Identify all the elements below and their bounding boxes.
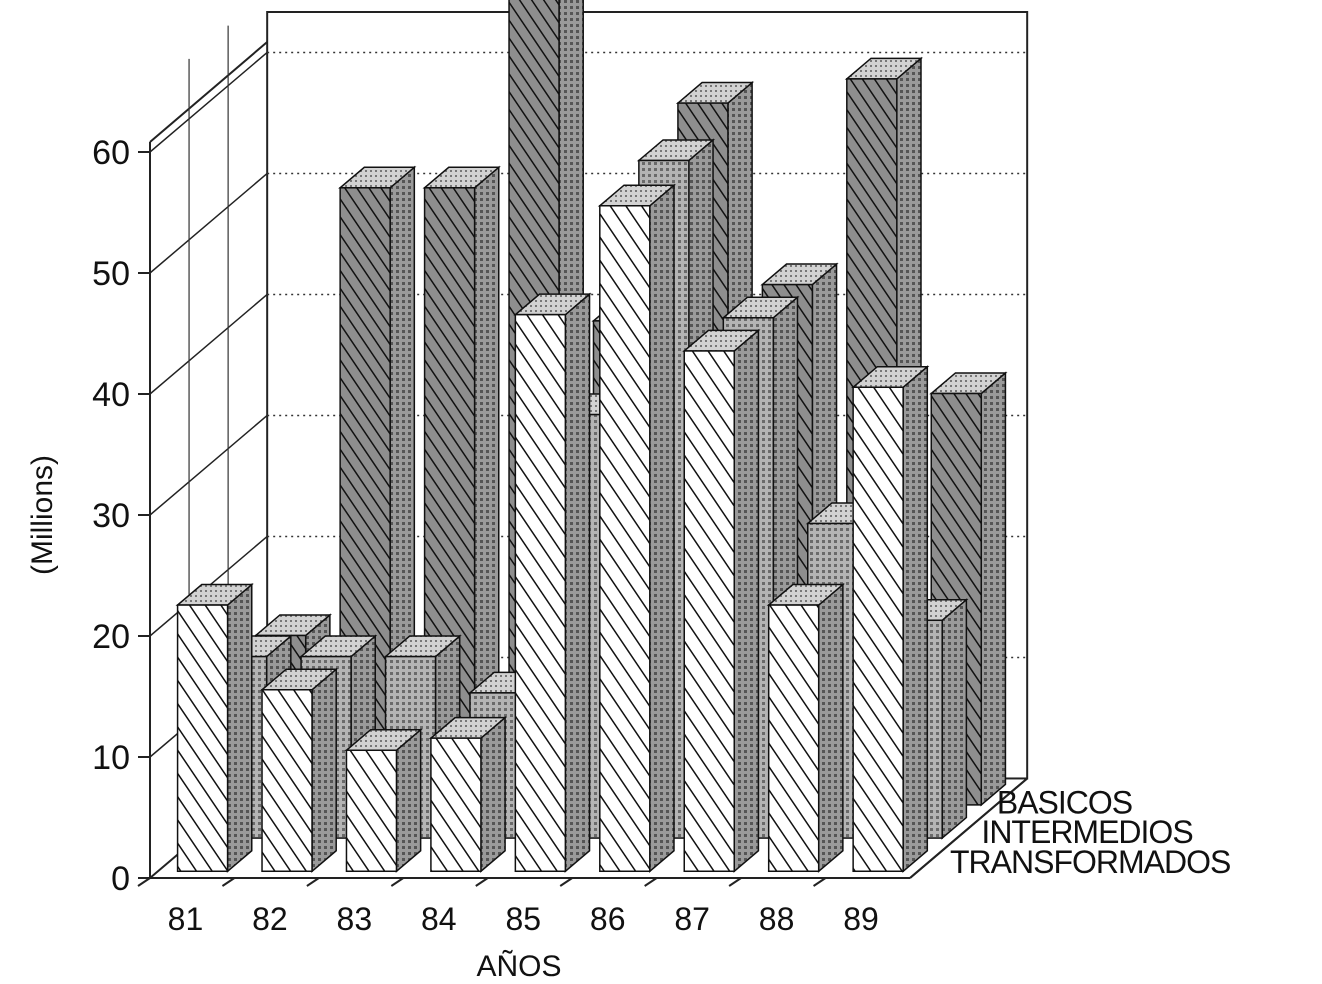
x-tick-label: 88 bbox=[759, 901, 795, 937]
series-label-basicos: BASICOS bbox=[997, 784, 1132, 820]
y-axis-label: (Millions) bbox=[26, 455, 59, 575]
y-tick-label: 60 bbox=[92, 134, 130, 172]
bar-front bbox=[345, 749, 398, 873]
bar-transformados-89 bbox=[851, 365, 930, 873]
bar-side bbox=[902, 365, 929, 873]
y-tick-label: 20 bbox=[92, 618, 130, 656]
bar-transformados-85 bbox=[513, 292, 592, 873]
bar-side bbox=[311, 667, 337, 873]
bar-side bbox=[941, 598, 968, 840]
x-tick-label: 89 bbox=[843, 901, 879, 937]
x-tick bbox=[137, 877, 151, 887]
bar-transformados-87 bbox=[682, 328, 761, 873]
bar-transformados-84 bbox=[428, 715, 508, 873]
x-tick bbox=[390, 877, 404, 887]
bar-side bbox=[395, 728, 422, 873]
bar-front bbox=[514, 313, 567, 873]
left-wall-gridline bbox=[149, 51, 268, 153]
bar-side bbox=[564, 292, 591, 873]
x-tick-label: 82 bbox=[252, 901, 288, 937]
x-tick bbox=[728, 877, 742, 887]
bar-side bbox=[817, 582, 844, 873]
bar-front bbox=[599, 205, 651, 873]
bar-front bbox=[683, 350, 735, 873]
bar-side bbox=[226, 582, 253, 873]
y-tick-label: 10 bbox=[92, 739, 130, 777]
y-tick-label: 40 bbox=[92, 376, 130, 414]
bar-front bbox=[852, 386, 904, 873]
bar-front bbox=[767, 604, 820, 873]
y-tick-label: 50 bbox=[92, 255, 130, 293]
x-tick-label: 86 bbox=[590, 901, 626, 937]
bar-side bbox=[649, 183, 675, 873]
series-label-intermedios: INTERMEDIOS bbox=[981, 814, 1192, 850]
bar-transformados-86 bbox=[597, 183, 677, 873]
chart-labels: 0 10 20 30 40 50 60 81 82 83 84 85 86 87 88 89 TRANSFORM… bbox=[92, 134, 1231, 937]
x-tick-label: 85 bbox=[505, 901, 541, 937]
left-wall-gridline bbox=[149, 414, 268, 516]
left-wall-gridline bbox=[149, 172, 268, 274]
x-tick bbox=[221, 877, 235, 887]
x-tick bbox=[475, 877, 489, 887]
floor-step bbox=[948, 810, 989, 846]
bar-side bbox=[480, 715, 506, 873]
bar-front bbox=[430, 737, 482, 873]
floor-step bbox=[909, 844, 950, 879]
series-label-transformados: TRANSFORMADOS bbox=[950, 844, 1230, 880]
bar-marks bbox=[175, 0, 1008, 873]
x-tick-label: 84 bbox=[421, 901, 457, 937]
x-tick bbox=[813, 877, 827, 887]
bar-transformados-82 bbox=[259, 667, 339, 873]
left-wall-gridline bbox=[149, 293, 268, 395]
x-tick-label: 83 bbox=[337, 901, 373, 937]
x-tick bbox=[306, 877, 320, 887]
floor-step bbox=[987, 777, 1028, 813]
y-tick-label: 0 bbox=[111, 860, 130, 898]
bar-front bbox=[261, 689, 313, 873]
x-tick-label: 81 bbox=[168, 901, 204, 937]
x-tick bbox=[559, 877, 573, 887]
left-wall-top bbox=[149, 41, 268, 143]
bar-side bbox=[733, 328, 760, 873]
x-tick bbox=[644, 877, 658, 887]
y-tick-label: 30 bbox=[92, 497, 130, 535]
bar-side bbox=[980, 371, 1007, 807]
x-tick-label: 87 bbox=[674, 901, 710, 937]
bar-front bbox=[176, 604, 229, 873]
bar-transformados-81 bbox=[175, 582, 254, 873]
bar-transformados-88 bbox=[766, 582, 845, 873]
bar-transformados-83 bbox=[344, 728, 423, 873]
x-axis-label: AÑOS bbox=[476, 949, 561, 983]
